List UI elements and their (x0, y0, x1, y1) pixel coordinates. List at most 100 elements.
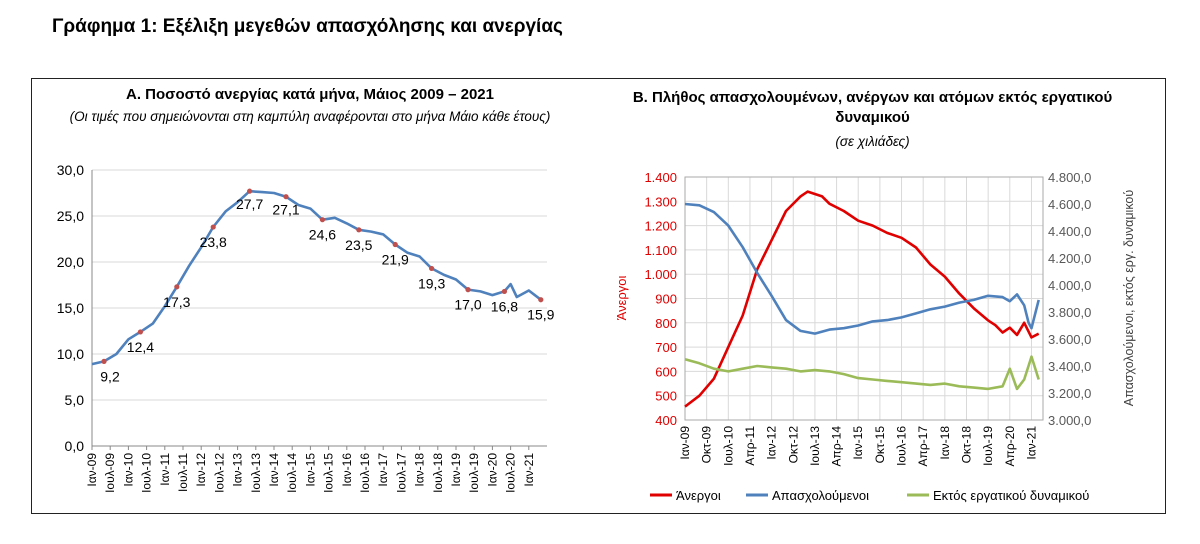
data-label: 9,2 (100, 368, 120, 384)
data-label: 27,7 (236, 196, 263, 212)
x-tick-label: Ιουλ-09 (103, 453, 117, 493)
y-right-tick-label: 4.600,0 (1048, 197, 1091, 212)
may-data-point (137, 329, 144, 335)
x-tick-label: Ιουλ-11 (176, 453, 190, 492)
x-tick-label: Απρ-20 (1003, 426, 1017, 467)
y-left-tick-label: 600 (655, 364, 677, 379)
y-tick-label: 5,0 (65, 392, 85, 408)
x-tick-label: Ιαν-15 (851, 426, 865, 460)
data-label: 21,9 (382, 252, 409, 268)
x-tick-label: Ιαν-18 (938, 426, 952, 460)
may-data-point (319, 217, 326, 223)
may-data-point (210, 224, 216, 230)
y-right-axis-title: Απασχολούμενοι, εκτός εργ. δυναμικού (1122, 190, 1136, 407)
x-tick-label: Ιαν-21 (522, 453, 536, 487)
legend-unemployed-label: Άνεργοι (676, 488, 721, 503)
x-tick-label: Ιουλ-13 (808, 426, 822, 466)
legend-outside-labour-force-label: Εκτός εργατικού δυναμικού (933, 488, 1089, 503)
y-left-tick-label: 700 (655, 340, 677, 355)
x-tick-label: Ιαν-17 (376, 453, 390, 487)
may-data-point (429, 265, 435, 272)
may-data-point (174, 284, 180, 290)
x-tick-label: Ιουλ-20 (504, 453, 518, 493)
y-left-tick-label: 800 (655, 316, 677, 331)
unemployment-rate-line (91, 189, 542, 366)
data-label: 15,9 (527, 307, 554, 323)
y-left-tick-label: 1.100 (644, 243, 677, 258)
y-right-tick-label: 4.200,0 (1048, 251, 1091, 266)
x-tick-label: Ιουλ-12 (212, 453, 226, 493)
y-right-tick-label: 3.400,0 (1048, 359, 1091, 374)
x-tick-label: Ιουλ-16 (358, 453, 372, 493)
plot-area-border (684, 176, 1044, 421)
may-data-point (465, 287, 471, 293)
x-tick-label: Ιουλ-13 (249, 453, 263, 493)
y-left-tick-label: 1.200 (644, 219, 677, 234)
y-left-tick-label: 500 (655, 389, 677, 404)
may-data-point (356, 227, 362, 233)
x-tick-label: Ιουλ-10 (721, 426, 735, 466)
x-tick-label: Ιουλ-14 (285, 453, 299, 493)
x-tick-label: Ιαν-09 (678, 426, 692, 460)
page-title: Γράφημα 1: Εξέλιξη μεγεθών απασχόλησης κ… (52, 16, 563, 37)
data-label: 23,8 (200, 234, 227, 250)
data-label: 24,6 (309, 227, 336, 243)
x-tick-label: Ιαν-16 (340, 453, 354, 487)
may-data-point (101, 358, 107, 364)
y-right-tick-label: 4.400,0 (1048, 224, 1091, 239)
y-left-axis-title: Άνεργοι (614, 276, 629, 321)
chart-b-title: Β. Πλήθος απασχολουμένων, ανέργων και ατ… (632, 89, 1113, 126)
y-right-tick-label: 3.800,0 (1048, 305, 1091, 320)
y-left-tick-label: 1.000 (644, 267, 677, 282)
y-right-tick-label: 3.000,0 (1048, 413, 1091, 428)
x-tick-label: Ιαν-09 (85, 453, 99, 487)
x-tick-label: Ιουλ-17 (394, 453, 408, 493)
y-right-tick-label: 4.000,0 (1048, 278, 1091, 293)
x-tick-label: Ιουλ-19 (467, 453, 481, 493)
x-tick-label: Ιουλ-15 (322, 453, 336, 493)
x-tick-label: Ιουλ-16 (895, 426, 909, 466)
x-tick-label: Ιαν-11 (158, 453, 172, 486)
data-label: 12,4 (127, 339, 154, 355)
y-tick-label: 30,0 (57, 162, 84, 178)
x-tick-label: Οκτ-12 (786, 426, 800, 464)
legend-employed-label: Απασχολούμενοι (772, 488, 869, 503)
chart-b-subtitle: (σε χιλιάδες) (835, 134, 910, 149)
y-tick-label: 25,0 (57, 208, 84, 224)
may-data-point (501, 288, 508, 295)
x-tick-label: Ιαν-14 (267, 453, 281, 487)
employed-line (684, 202, 1040, 335)
may-data-point (538, 297, 544, 303)
y-right-tick-label: 3.600,0 (1048, 332, 1091, 347)
x-tick-label: Ιαν-10 (121, 453, 135, 487)
x-tick-label: Απρ-11 (743, 426, 757, 466)
y-tick-label: 0,0 (65, 438, 85, 454)
y-right-tick-label: 3.200,0 (1048, 386, 1091, 401)
x-tick-label: Ιουλ-18 (431, 453, 445, 493)
chart-a-title: Α. Ποσοστό ανεργίας κατά μήνα, Μάιος 200… (126, 86, 494, 103)
may-data-point (247, 188, 253, 194)
x-tick-label: Απρ-14 (830, 426, 844, 467)
y-right-tick-label: 4.800,0 (1048, 170, 1091, 185)
y-tick-label: 10,0 (57, 346, 84, 362)
data-label: 17,0 (454, 297, 481, 313)
x-tick-label: Ιαν-19 (449, 453, 463, 487)
x-tick-label: Ιαν-20 (485, 453, 499, 487)
x-tick-label: Ιαν-12 (765, 426, 779, 460)
unemployed-line (684, 190, 1040, 408)
y-left-tick-label: 1.300 (644, 194, 677, 209)
x-tick-label: Οκτ-15 (873, 426, 887, 464)
x-tick-label: Ιουλ-19 (981, 426, 995, 466)
data-label: 27,1 (272, 202, 299, 218)
data-label: 16,8 (491, 298, 518, 314)
y-left-tick-label: 900 (655, 292, 677, 307)
x-tick-label: Απρ-17 (916, 426, 930, 467)
y-tick-label: 15,0 (57, 300, 84, 316)
y-tick-label: 20,0 (57, 254, 84, 270)
may-data-point (283, 194, 289, 200)
chart-a-subtitle: (Οι τιμές που σημειώνονται στη καμπύλη α… (69, 109, 551, 124)
x-tick-label: Οκτ-18 (959, 426, 973, 464)
x-tick-label: Ιουλ-10 (140, 453, 154, 493)
x-tick-label: Οκτ-09 (700, 426, 714, 464)
x-tick-label: Ιαν-15 (303, 453, 317, 487)
